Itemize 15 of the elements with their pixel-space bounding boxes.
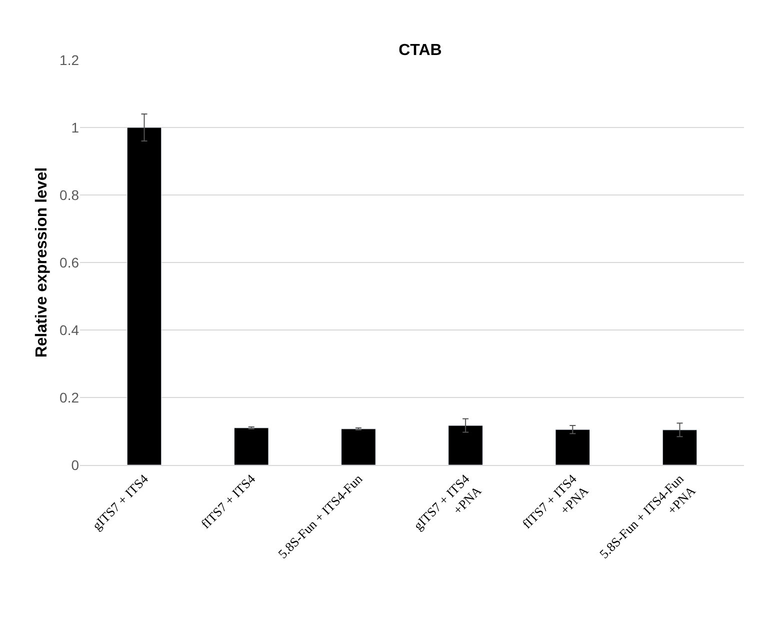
y-tick-label: 0.2 bbox=[60, 389, 80, 406]
y-tick-label: 0.6 bbox=[60, 254, 80, 270]
y-tick-label: 0.4 bbox=[60, 322, 80, 338]
y-tick-label: 1 bbox=[71, 119, 80, 136]
bar bbox=[448, 425, 483, 465]
y-tick-label: 1.2 bbox=[60, 52, 80, 68]
y-axis-title: Relative expression level bbox=[33, 167, 50, 358]
bar bbox=[555, 429, 590, 465]
bar bbox=[234, 428, 269, 465]
y-tick-label: 0 bbox=[71, 456, 80, 473]
bar bbox=[341, 428, 376, 465]
chart-title: CTAB bbox=[398, 42, 442, 59]
bar bbox=[126, 127, 162, 465]
y-tick-label: 0.8 bbox=[60, 186, 80, 203]
bar bbox=[662, 430, 698, 465]
